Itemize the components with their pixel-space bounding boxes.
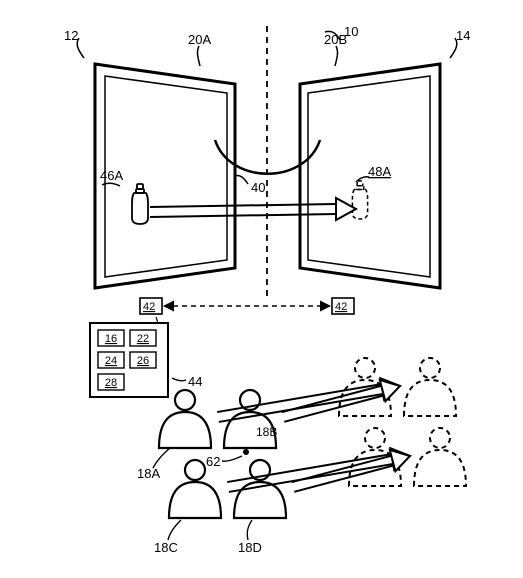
panel-cell-label: 26 — [137, 355, 149, 367]
leader-18c — [168, 520, 181, 540]
leader-18d — [247, 520, 252, 540]
leader-18a — [153, 448, 170, 468]
label-42-right: 42 — [335, 301, 347, 313]
label-18a: 18A — [137, 466, 160, 481]
bottle-left-icon — [132, 184, 148, 224]
label-12: 12 — [64, 28, 78, 43]
label-20b: 20B — [324, 32, 347, 47]
bottle-right-icon — [352, 181, 367, 219]
label-18c: 18C — [154, 540, 178, 555]
label-48a: 48A — [368, 164, 391, 179]
patent-figure: 10 12 14 20A 20B 40 46A 48A 42 42 162224… — [0, 0, 523, 578]
bottle-arrow-icon — [150, 198, 356, 220]
label-20a: 20A — [188, 32, 211, 47]
panel-cell-label: 22 — [137, 333, 149, 345]
person-icon — [159, 390, 211, 448]
person-dashed-icon — [414, 428, 466, 486]
leader-62 — [222, 456, 242, 461]
label-18d: 18D — [238, 540, 262, 555]
panel-cell-label: 28 — [105, 377, 117, 389]
dot-62 — [243, 449, 249, 455]
panel-cell-label: 16 — [105, 333, 117, 345]
label-46a: 46A — [100, 168, 123, 183]
people-dashed — [339, 358, 466, 486]
label-40: 40 — [251, 180, 265, 195]
person-dashed-icon — [404, 358, 456, 416]
leader-40 — [235, 175, 248, 184]
leader-44 — [172, 378, 186, 381]
label-62: 62 — [206, 454, 220, 469]
curve-40 — [215, 140, 320, 174]
leader-20b — [335, 46, 338, 66]
label-14: 14 — [456, 28, 470, 43]
label-42-left: 42 — [143, 301, 155, 313]
left-screen-inner — [105, 76, 227, 277]
leader-20a — [197, 46, 200, 66]
label-44: 44 — [188, 374, 202, 389]
panel-cell-label: 24 — [105, 355, 117, 367]
people-solid — [159, 390, 286, 518]
label-18b: 18B — [256, 425, 277, 439]
